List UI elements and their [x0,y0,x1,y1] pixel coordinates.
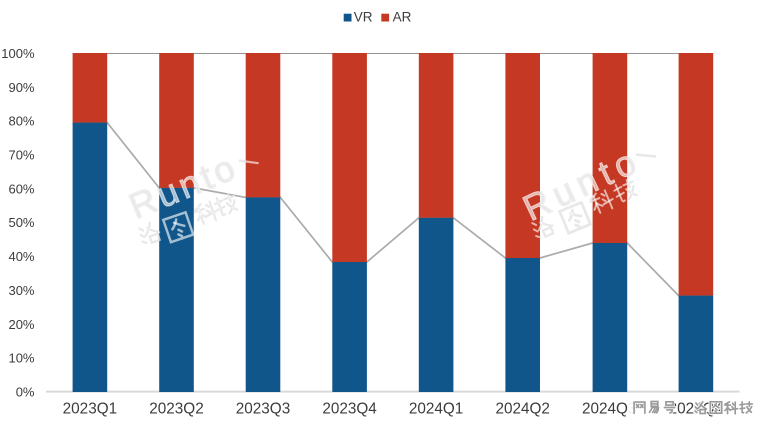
svg-text:80%: 80% [8,114,34,129]
svg-text:2023Q3: 2023Q3 [236,400,290,417]
svg-text:2023Q1: 2023Q1 [63,400,117,417]
svg-text:2024Q3: 2024Q3 [582,400,636,417]
svg-text:90%: 90% [8,80,34,95]
svg-text:2024Q2: 2024Q2 [495,400,549,417]
svg-text:VR: VR [354,9,373,24]
svg-text:50%: 50% [8,215,34,230]
svg-text:2023Q2: 2023Q2 [149,400,203,417]
svg-text:0%: 0% [16,385,35,400]
svg-text:60%: 60% [8,181,34,196]
svg-text:2024Q1: 2024Q1 [409,400,463,417]
svg-text:AR: AR [393,9,412,24]
svg-text:2023Q4: 2023Q4 [322,400,377,417]
svg-text:70%: 70% [8,148,34,163]
svg-text:100%: 100% [1,46,35,61]
svg-text:40%: 40% [8,249,34,264]
svg-text:30%: 30% [8,283,34,298]
svg-text:20%: 20% [8,317,34,332]
svg-text:10%: 10% [8,351,34,366]
